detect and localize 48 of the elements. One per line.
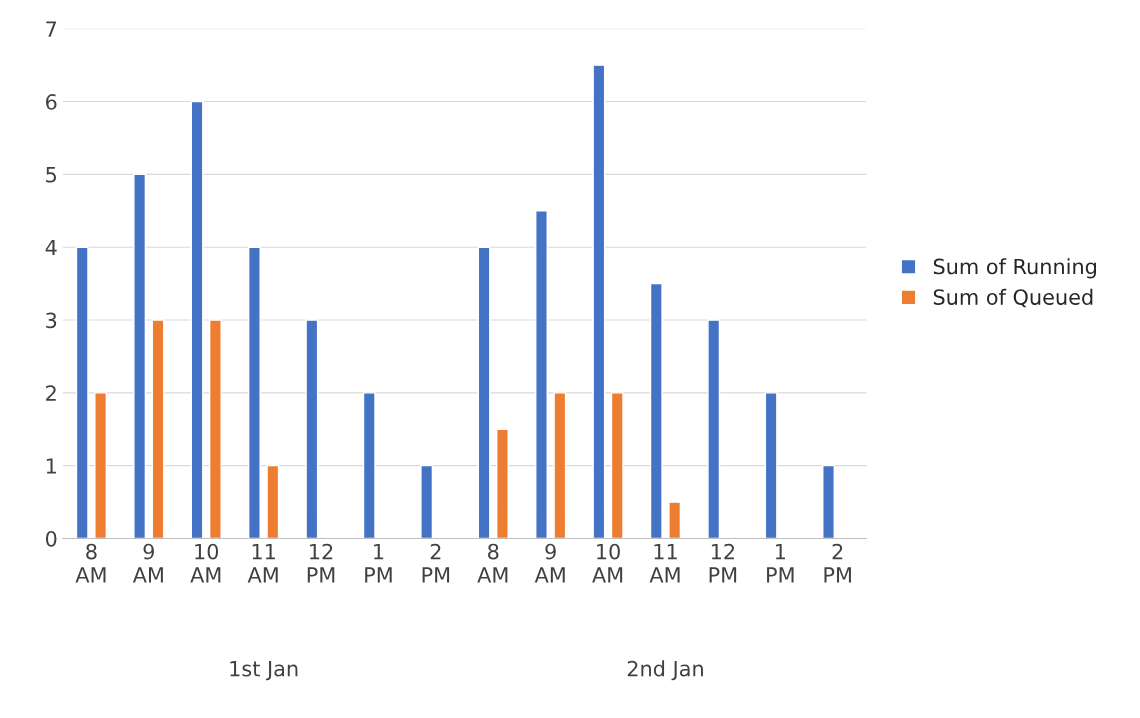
x-tick-label: 1 PM [767,544,794,583]
x-tick-label: 2 PM [422,543,450,583]
bar [553,392,567,539]
y-tick-label: 7 [46,21,57,37]
bar [610,392,624,539]
bar [190,100,204,539]
x-tick-label: 11 AM [247,544,278,583]
bar [133,173,147,539]
text: 2nd Jan [627,660,703,681]
bar [764,392,778,539]
bar [248,246,261,539]
bar [151,319,165,539]
x-tick-label: 10 AM [190,543,221,583]
x-tick-label: 1 PM [365,544,392,583]
bar [649,282,663,539]
bar [420,464,434,539]
legend-label: Sum of Queued [933,288,1093,308]
bar [94,392,108,539]
bar [266,464,280,539]
x-tick-label: 12 PM [307,543,335,583]
bar [75,246,89,539]
x-tick-label: 2 PM [824,543,851,583]
x-tick-label: 8 AM [75,543,106,583]
x-tick-label: 8 AM [477,543,508,583]
bar [305,319,319,539]
x-tick-label: 9 AM [132,543,163,583]
y-tick-label: 1 [46,458,56,474]
bar [822,464,835,539]
bar [592,64,606,539]
bar [208,319,222,539]
y-tick-label: 6 [46,94,57,110]
y-tick-label: 0 [45,530,57,547]
y-tick-label: 4 [45,239,57,256]
bar [535,210,548,539]
bar [707,319,721,539]
x-tick-label: 11 AM [649,544,680,583]
legend-label: Sum of Running [933,258,1096,279]
bar [668,501,682,539]
text: 1st Jan [230,661,298,681]
y-tick-label: 2 [46,385,56,401]
y-tick-label: 3 [46,312,57,329]
bar [477,246,491,539]
bar [496,428,509,539]
x-tick-label: 10 AM [592,543,623,583]
y-tick-label: 5 [46,167,57,183]
x-tick-label: 12 PM [709,543,737,583]
x-tick-label: 9 AM [534,543,565,583]
bar [362,392,376,539]
